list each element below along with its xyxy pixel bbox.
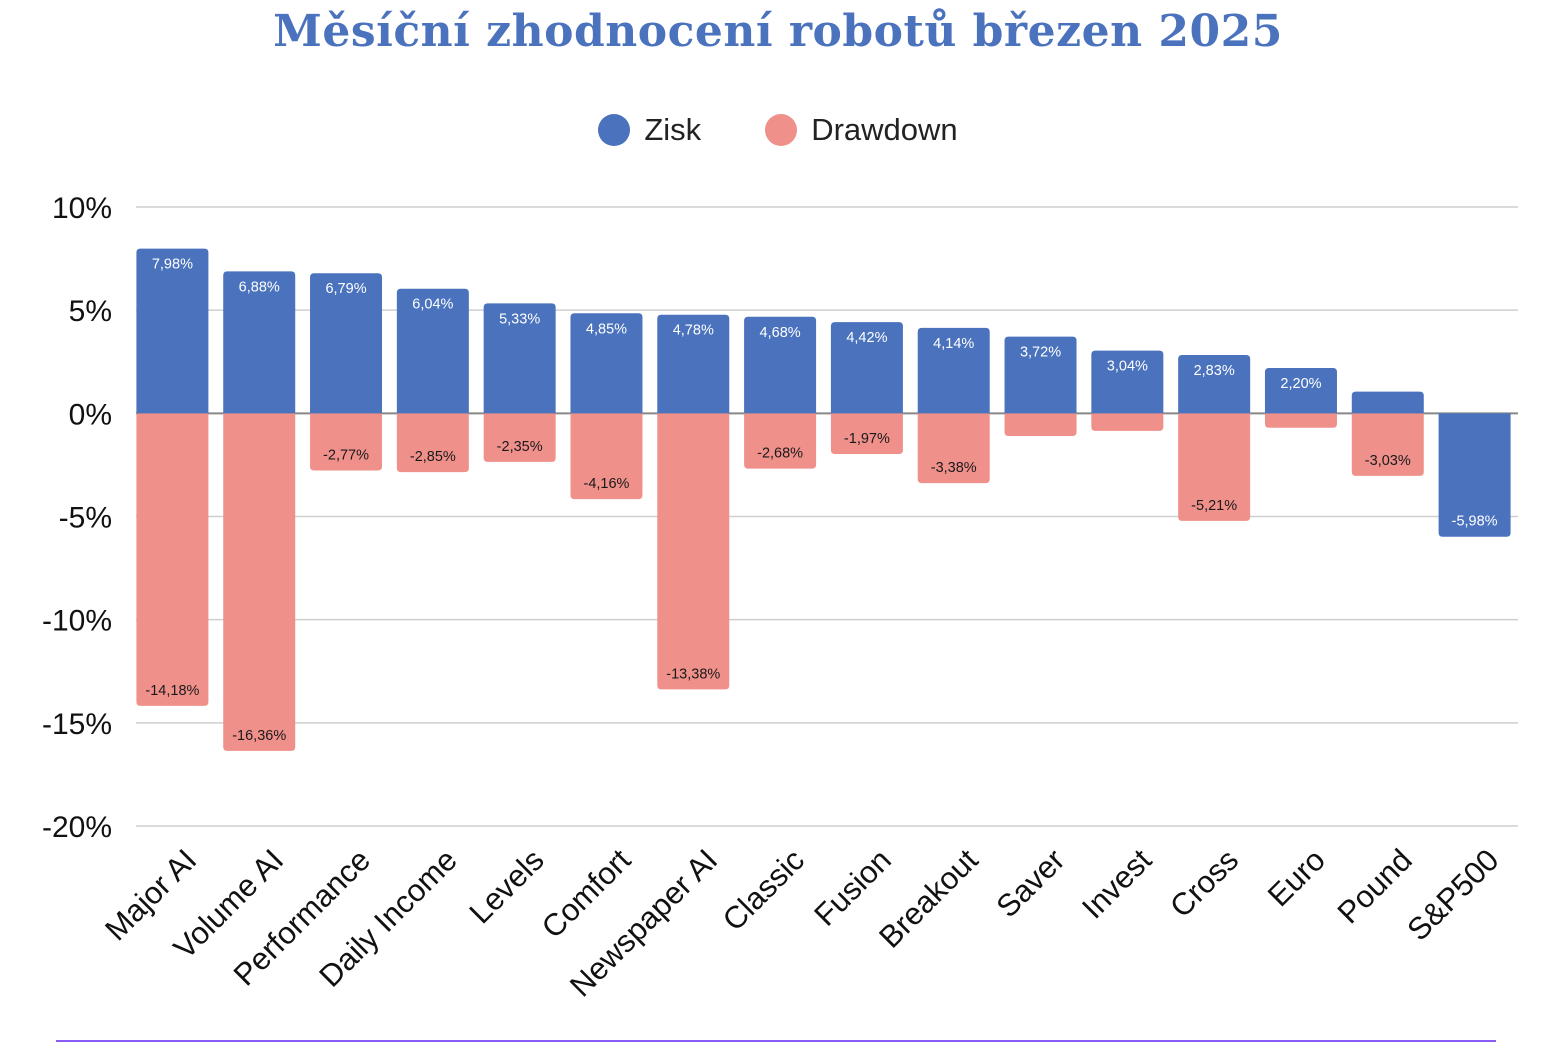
zisk-label: 6,04%	[412, 297, 453, 313]
zisk-label: 3,04%	[1107, 359, 1148, 375]
zisk-bar	[830, 322, 903, 414]
drawdown-bar	[1351, 413, 1424, 476]
drawdown-bar	[1178, 413, 1251, 521]
y-tick-label: 10%	[52, 192, 112, 225]
zisk-bar	[136, 248, 209, 414]
zisk-label: 3,72%	[1020, 345, 1061, 361]
drawdown-label: -13,38%	[666, 666, 720, 682]
drawdown-bar	[223, 413, 296, 751]
zisk-label: -5,98%	[1452, 514, 1498, 530]
drawdown-bar	[1264, 413, 1337, 428]
zisk-bar	[1091, 350, 1164, 414]
zisk-bar	[1004, 336, 1077, 414]
drawdown-bar	[917, 413, 990, 484]
chart-title: Měsíční zhodnocení robotů březen 2025	[273, 6, 1283, 57]
legend-label-zisk: Zisk	[644, 112, 702, 147]
x-tick-label: S&P500	[1400, 842, 1505, 947]
drawdown-label: -2,35%	[497, 439, 543, 455]
zisk-bar	[744, 316, 817, 414]
x-tick-label: Euro	[1261, 842, 1332, 913]
zisk-bar	[1264, 367, 1337, 414]
drawdown-label: -4,16%	[583, 476, 629, 492]
drawdown-label: -16,36%	[232, 728, 286, 744]
drawdown-label: -2,77%	[323, 447, 369, 463]
legend-label-drawdown: Drawdown	[811, 112, 958, 147]
y-tick-label: -20%	[42, 811, 112, 844]
drawdown-bar	[483, 413, 556, 462]
drawdown-bar	[830, 413, 903, 454]
drawdown-label: -14,18%	[145, 683, 199, 699]
drawdown-bar	[657, 413, 730, 690]
zisk-label: 2,83%	[1194, 363, 1235, 379]
y-tick-label: 0%	[69, 398, 112, 431]
zisk-bar	[223, 271, 296, 414]
zisk-label: 5,33%	[499, 311, 540, 327]
zisk-label: 6,88%	[239, 279, 280, 295]
zisk-label: 4,78%	[673, 323, 714, 339]
x-tick-label: Invest	[1075, 842, 1159, 926]
zisk-bar	[1351, 391, 1424, 414]
zisk-label: 4,68%	[760, 325, 801, 341]
x-tick-label: Cross	[1163, 842, 1245, 924]
zisk-label: 6,79%	[325, 281, 366, 297]
drawdown-label: -2,85%	[410, 449, 456, 465]
drawdown-bar	[1091, 413, 1164, 431]
zisk-label: 4,42%	[846, 330, 887, 346]
zisk-bar	[483, 303, 556, 414]
legend-item-drawdown[interactable]: Drawdown	[765, 112, 958, 148]
zisk-bar	[657, 314, 730, 414]
drawdown-bar	[1004, 413, 1077, 437]
drawdown-label: -3,03%	[1365, 453, 1411, 469]
zisk-bar	[396, 288, 469, 414]
x-tick-label: Saver	[989, 842, 1071, 924]
drawdown-label: -1,97%	[844, 431, 890, 447]
drawdown-label: -3,38%	[931, 460, 977, 476]
zisk-bar	[1178, 354, 1251, 414]
y-tick-label: -10%	[42, 605, 112, 638]
drawdown-label: -2,68%	[757, 446, 803, 462]
legend-dot-drawdown	[765, 114, 798, 146]
drawdown-label: -5,21%	[1191, 498, 1237, 514]
bottom-divider	[56, 1040, 1496, 1042]
drawdown-bar	[136, 413, 209, 706]
legend: Zisk Drawdown	[0, 112, 1556, 148]
zisk-bar	[917, 327, 990, 414]
legend-item-zisk[interactable]: Zisk	[598, 112, 701, 148]
zisk-bar	[570, 313, 643, 414]
x-tick-label: Classic	[716, 842, 811, 937]
drawdown-bar	[396, 413, 469, 473]
drawdown-bar	[570, 413, 643, 500]
zisk-bar	[1438, 413, 1511, 537]
zisk-label: 4,14%	[933, 336, 974, 352]
zisk-bar	[310, 273, 383, 414]
legend-dot-zisk	[598, 114, 631, 146]
drawdown-bar	[310, 413, 383, 471]
y-tick-label: 5%	[69, 295, 112, 328]
zisk-label: 4,85%	[586, 321, 627, 337]
y-tick-label: -15%	[42, 708, 112, 741]
zisk-label: 7,98%	[152, 257, 193, 273]
zisk-label: 2,20%	[1280, 376, 1321, 392]
y-tick-label: -5%	[59, 502, 112, 535]
drawdown-bar	[744, 413, 817, 469]
